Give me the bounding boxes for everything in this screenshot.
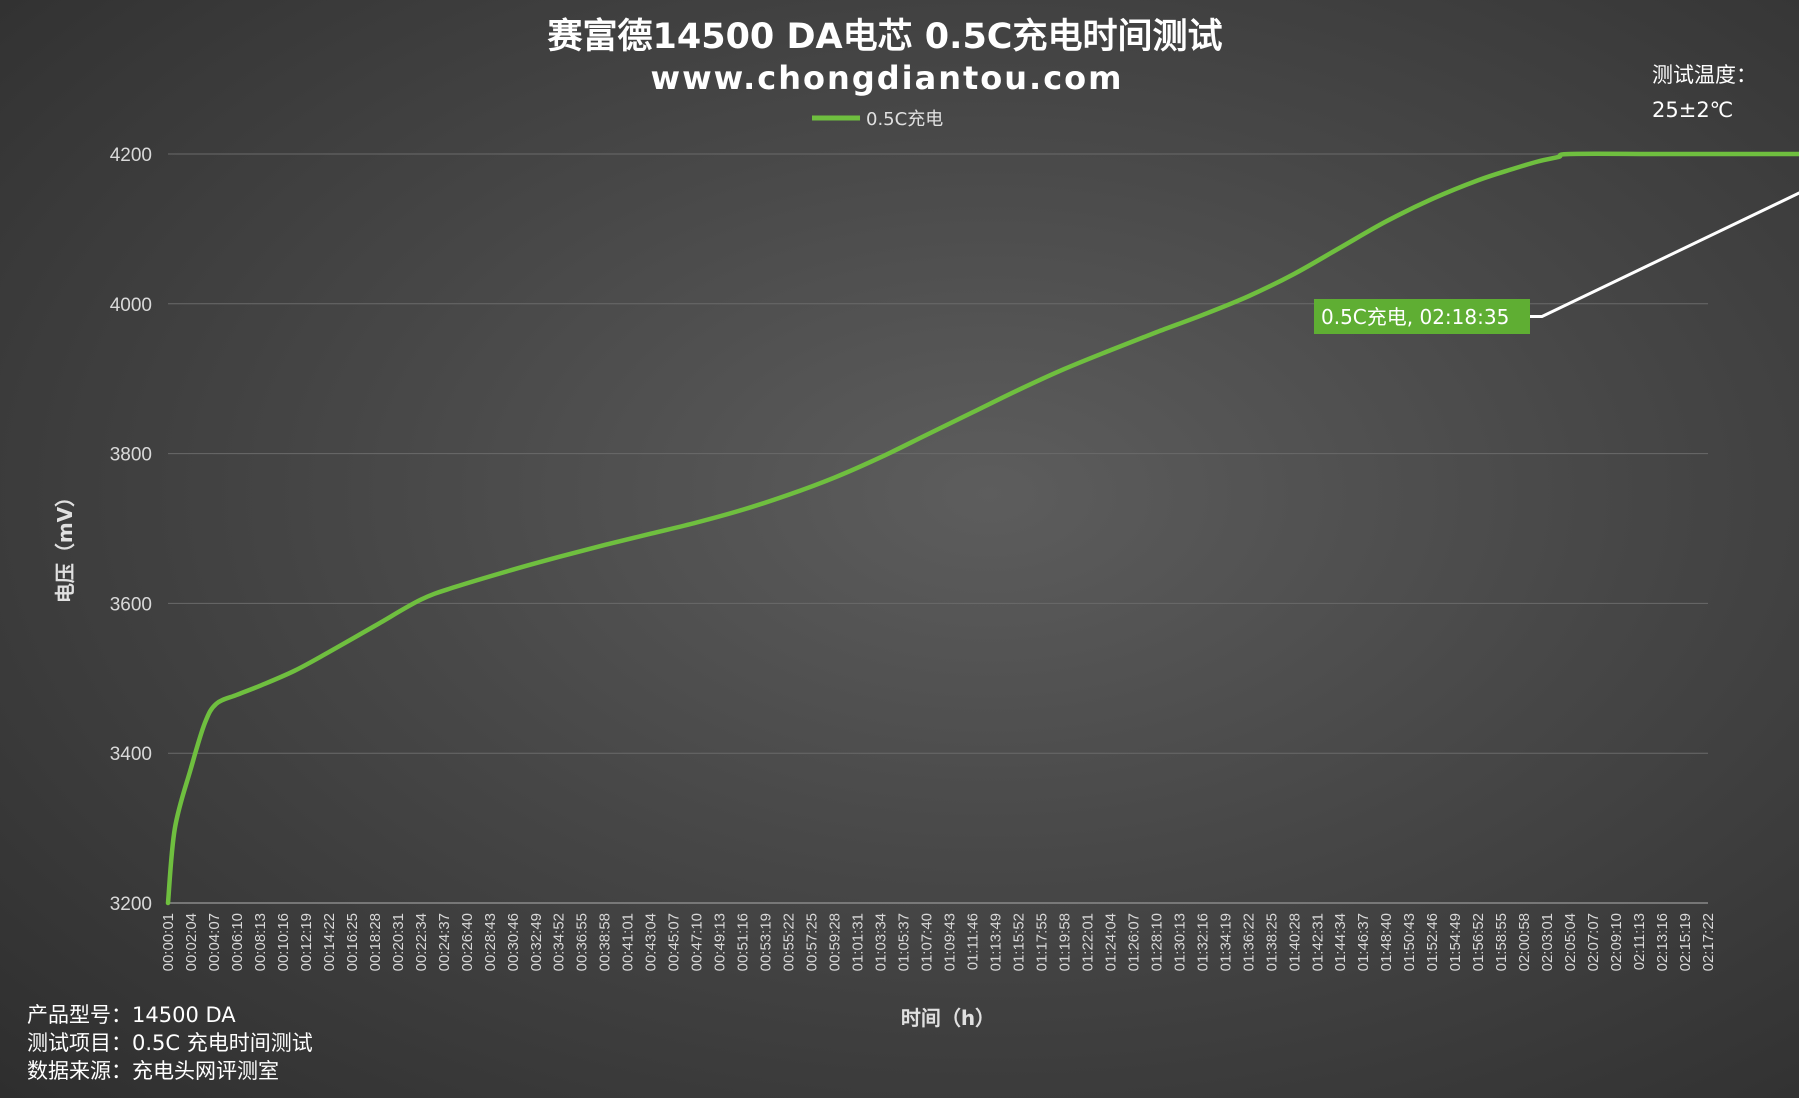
y-tick-label: 3600	[110, 594, 152, 615]
x-tick-label: 00:41:01	[620, 913, 637, 971]
x-tick-label: 01:32:16	[1194, 913, 1211, 971]
x-tick-label: 00:43:04	[643, 913, 660, 971]
x-tick-label: 01:46:37	[1355, 913, 1372, 971]
x-tick-label: 00:28:43	[482, 913, 499, 971]
x-tick-label: 00:16:25	[344, 913, 361, 971]
x-tick-label: 02:09:10	[1608, 913, 1625, 971]
x-tick-label: 00:26:40	[459, 913, 476, 971]
y-axis-label: 电压（mV）	[53, 487, 77, 603]
x-tick-label: 00:55:22	[781, 913, 798, 971]
x-tick-label: 00:22:34	[413, 913, 430, 971]
x-tick-label: 01:36:22	[1240, 913, 1257, 971]
x-tick-label: 02:11:13	[1631, 913, 1648, 970]
x-tick-label: 00:32:49	[528, 913, 545, 971]
y-tick-label: 4000	[110, 295, 152, 316]
callout-box	[1314, 299, 1530, 334]
test-temp-value: 25±2℃	[1652, 98, 1733, 122]
x-tick-label: 01:34:19	[1217, 913, 1234, 971]
test-temperature: 测试温度： 25±2℃	[1652, 63, 1757, 122]
info-item: 测试项目：0.5C 充电时间测试	[27, 1031, 313, 1055]
x-tick-label: 00:04:07	[206, 913, 223, 971]
x-tick-label: 01:13:49	[987, 913, 1004, 971]
info-source: 数据来源：充电头网评测室	[27, 1059, 279, 1083]
legend: 0.5C充电	[812, 109, 943, 130]
y-tick-labels: 3200 3400 3600 3800 4000 4200	[110, 145, 152, 915]
series-layer	[165, 151, 1799, 906]
x-tick-label: 01:03:34	[873, 913, 890, 971]
x-tick-label: 00:08:13	[252, 913, 269, 971]
x-tick-label: 00:47:10	[689, 913, 706, 971]
info-block: 产品型号：14500 DA 测试项目：0.5C 充电时间测试 数据来源：充电头网…	[27, 1003, 313, 1083]
x-tick-label: 00:06:10	[229, 913, 246, 971]
x-tick-label: 01:30:13	[1171, 913, 1188, 971]
x-tick-label: 01:11:46	[964, 913, 981, 970]
x-tick-label: 01:58:55	[1493, 913, 1510, 971]
x-tick-label: 00:51:16	[735, 913, 752, 971]
x-tick-label: 00:34:52	[551, 913, 568, 971]
info-model: 产品型号：14500 DA	[27, 1003, 236, 1027]
chart-title: 赛富德14500 DA电芯 0.5C充电时间测试	[548, 16, 1223, 57]
x-tick-label: 00:00:01	[160, 913, 177, 971]
x-tick-label: 01:19:58	[1056, 913, 1073, 971]
x-tick-label: 00:57:25	[804, 913, 821, 971]
x-tick-label: 00:53:19	[758, 913, 775, 971]
x-tick-label: 01:26:07	[1125, 913, 1142, 971]
x-tick-label: 01:48:40	[1378, 913, 1395, 971]
x-tick-label: 01:24:04	[1102, 913, 1119, 971]
x-tick-label: 00:30:46	[505, 913, 522, 971]
x-tick-label: 01:38:25	[1263, 913, 1280, 971]
legend-label: 0.5C充电	[866, 109, 943, 130]
x-tick-label: 01:40:28	[1286, 913, 1303, 971]
x-tick-label: 02:17:22	[1700, 913, 1717, 971]
x-tick-label: 00:45:07	[666, 913, 683, 971]
x-tick-label: 01:01:31	[850, 913, 867, 971]
callout-label: 0.5C充电, 02:18:35	[1321, 305, 1509, 329]
x-tick-label: 02:00:58	[1516, 913, 1533, 971]
x-tick-label: 01:17:55	[1033, 913, 1050, 971]
x-tick-label: 00:59:28	[827, 913, 844, 971]
callout: 0.5C充电, 02:18:35	[1314, 191, 1799, 334]
x-tick-label: 02:13:16	[1654, 913, 1671, 971]
x-tick-label: 00:38:58	[597, 913, 614, 971]
callout-leader-line	[1530, 191, 1799, 318]
x-tick-label: 00:36:55	[574, 913, 591, 971]
x-tick-label: 00:12:19	[298, 913, 315, 971]
x-tick-label: 00:18:28	[367, 913, 384, 971]
x-tick-label: 01:22:01	[1079, 913, 1096, 971]
gridlines	[168, 153, 1708, 904]
x-tick-label: 01:05:37	[896, 913, 913, 971]
x-tick-label: 02:15:19	[1677, 913, 1694, 971]
x-tick-label: 02:07:07	[1585, 913, 1602, 971]
series-line-0.5c-charge	[165, 151, 1799, 906]
x-tick-label: 00:02:04	[183, 913, 200, 971]
y-tick-label: 3400	[110, 744, 152, 765]
x-tick-label: 00:14:22	[321, 913, 338, 971]
x-tick-label: 01:56:52	[1470, 913, 1487, 971]
x-tick-label: 01:44:34	[1332, 913, 1349, 971]
x-tick-label: 01:42:31	[1309, 913, 1326, 971]
x-tick-label: 02:03:01	[1539, 913, 1556, 971]
x-tick-label: 02:05:04	[1562, 913, 1579, 971]
x-tick-labels: 00:00:01 00:02:04 00:04:07 00:06:10 00:08:13…	[160, 913, 1717, 971]
x-tick-label: 01:28:10	[1148, 913, 1165, 971]
y-tick-label: 3800	[110, 445, 152, 466]
x-tick-label: 00:10:16	[275, 913, 292, 971]
x-tick-label: 01:52:46	[1424, 913, 1441, 971]
x-tick-label: 01:15:52	[1010, 913, 1027, 971]
test-temp-label: 测试温度：	[1652, 63, 1757, 87]
x-tick-label: 01:09:43	[941, 913, 958, 971]
x-tick-label: 00:49:13	[712, 913, 729, 971]
x-tick-label: 00:24:37	[436, 913, 453, 971]
x-tick-label: 01:54:49	[1447, 913, 1464, 971]
x-tick-label: 01:50:43	[1401, 913, 1418, 971]
y-tick-label: 3200	[110, 894, 152, 915]
x-tick-label: 01:07:40	[919, 913, 936, 971]
x-axis-label: 时间（h）	[901, 1006, 995, 1030]
chart-subtitle: www.chongdiantou.com	[651, 59, 1124, 97]
y-tick-label: 4200	[110, 145, 152, 166]
x-tick-label: 00:20:31	[390, 913, 407, 971]
